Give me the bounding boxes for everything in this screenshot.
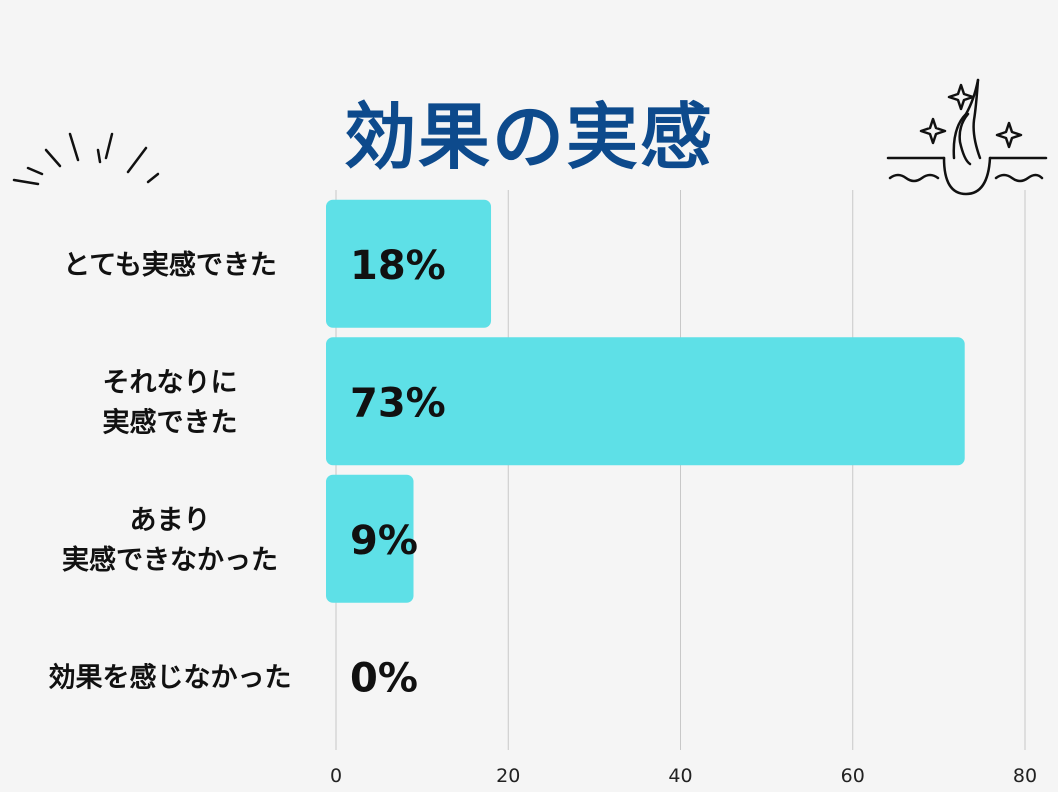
data-label: 73% <box>350 380 446 426</box>
hair-follicle-sparkle-icon <box>886 78 1048 196</box>
burst-lines-icon <box>12 132 160 186</box>
chart-title: 効果の実感 <box>343 95 714 179</box>
bar <box>326 199 492 328</box>
bar <box>326 337 965 466</box>
x-tick-label: 20 <box>496 765 520 787</box>
category-label: あまり <box>130 505 211 536</box>
x-tick-label: 80 <box>1013 765 1037 787</box>
bar <box>326 474 414 603</box>
category-label: 効果を感じなかった <box>49 661 292 693</box>
category-label: とても実感できた <box>63 249 277 281</box>
x-tick-label: 60 <box>841 765 865 787</box>
category-label: それなりに <box>103 367 238 398</box>
x-tick-label: 0 <box>330 765 342 787</box>
category-label: 実感できた <box>103 406 238 438</box>
category-label: 実感できなかった <box>62 544 278 576</box>
data-label: 9% <box>350 518 418 564</box>
x-tick-label: 40 <box>668 765 692 787</box>
data-label: 0% <box>350 655 418 701</box>
data-label: 18% <box>350 243 446 289</box>
